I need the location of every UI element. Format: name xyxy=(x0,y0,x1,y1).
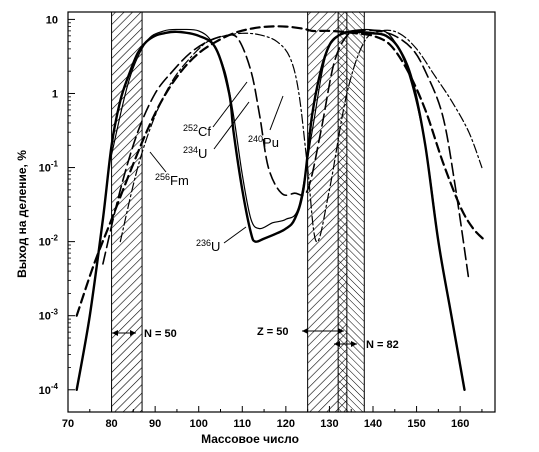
annotation-z50-label: Z = 50 xyxy=(257,326,289,338)
y-tick-label: 10-3 xyxy=(39,308,59,323)
label-236u-text: 236U xyxy=(196,238,220,254)
x-tick-label: 90 xyxy=(149,418,161,430)
y-tick-label: 10-1 xyxy=(39,160,59,175)
x-tick-label: 120 xyxy=(277,418,295,430)
x-axis-label: Массовое число xyxy=(201,432,299,446)
plot-frame xyxy=(67,11,496,413)
shaded-band-2 xyxy=(337,12,365,412)
label-252cf: 252Cf xyxy=(183,81,248,139)
x-tick-label: 80 xyxy=(105,418,117,430)
label-236u: 236U xyxy=(196,226,247,254)
series-line-236u xyxy=(75,30,466,391)
yield-curves xyxy=(75,25,488,391)
x-tick-label: 130 xyxy=(320,418,338,430)
annotation-z50: Z = 50 xyxy=(257,326,344,338)
y-tick-label: 10 xyxy=(46,14,58,26)
series-line-240pu xyxy=(102,29,470,282)
label-256fm-text: 256Fm xyxy=(155,172,189,188)
label-234u: 234U xyxy=(183,101,250,161)
x-tick-label: 150 xyxy=(407,418,425,430)
y-tick-label: 10-2 xyxy=(39,234,59,249)
y-tick-label: 10-4 xyxy=(39,382,59,397)
y-axis-ticks: 10-4 10-3 10-2 10-1 1 10 xyxy=(39,14,75,397)
x-tick-label: 70 xyxy=(62,418,74,430)
series-line-256fm xyxy=(75,25,488,317)
annotation-n50: N = 50 xyxy=(112,328,177,340)
annotation-n50-label: N = 50 xyxy=(144,328,177,340)
annotation-n82-label: N = 82 xyxy=(366,339,399,351)
label-256fm: 256Fm xyxy=(149,151,189,188)
x-axis-ticks: 70 80 90 100 110 120 130 140 150 160 xyxy=(62,406,483,430)
x-tick-label: 160 xyxy=(451,418,469,430)
label-252cf-text: 252Cf xyxy=(183,123,211,139)
shaded-bands xyxy=(111,12,365,412)
label-240pu-text: 240Pu xyxy=(248,134,279,150)
x-tick-label: 140 xyxy=(364,418,382,430)
x-tick-label: 110 xyxy=(233,418,251,430)
label-234u-text: 234U xyxy=(183,145,207,161)
label-240pu: 240Pu xyxy=(248,95,284,150)
annotation-n82: N = 82 xyxy=(334,339,399,351)
y-tick-label: 1 xyxy=(52,88,58,100)
x-tick-label: 100 xyxy=(190,418,208,430)
series-line-252cf xyxy=(119,29,483,243)
y-axis-label: Выход на деление, % xyxy=(15,150,29,278)
